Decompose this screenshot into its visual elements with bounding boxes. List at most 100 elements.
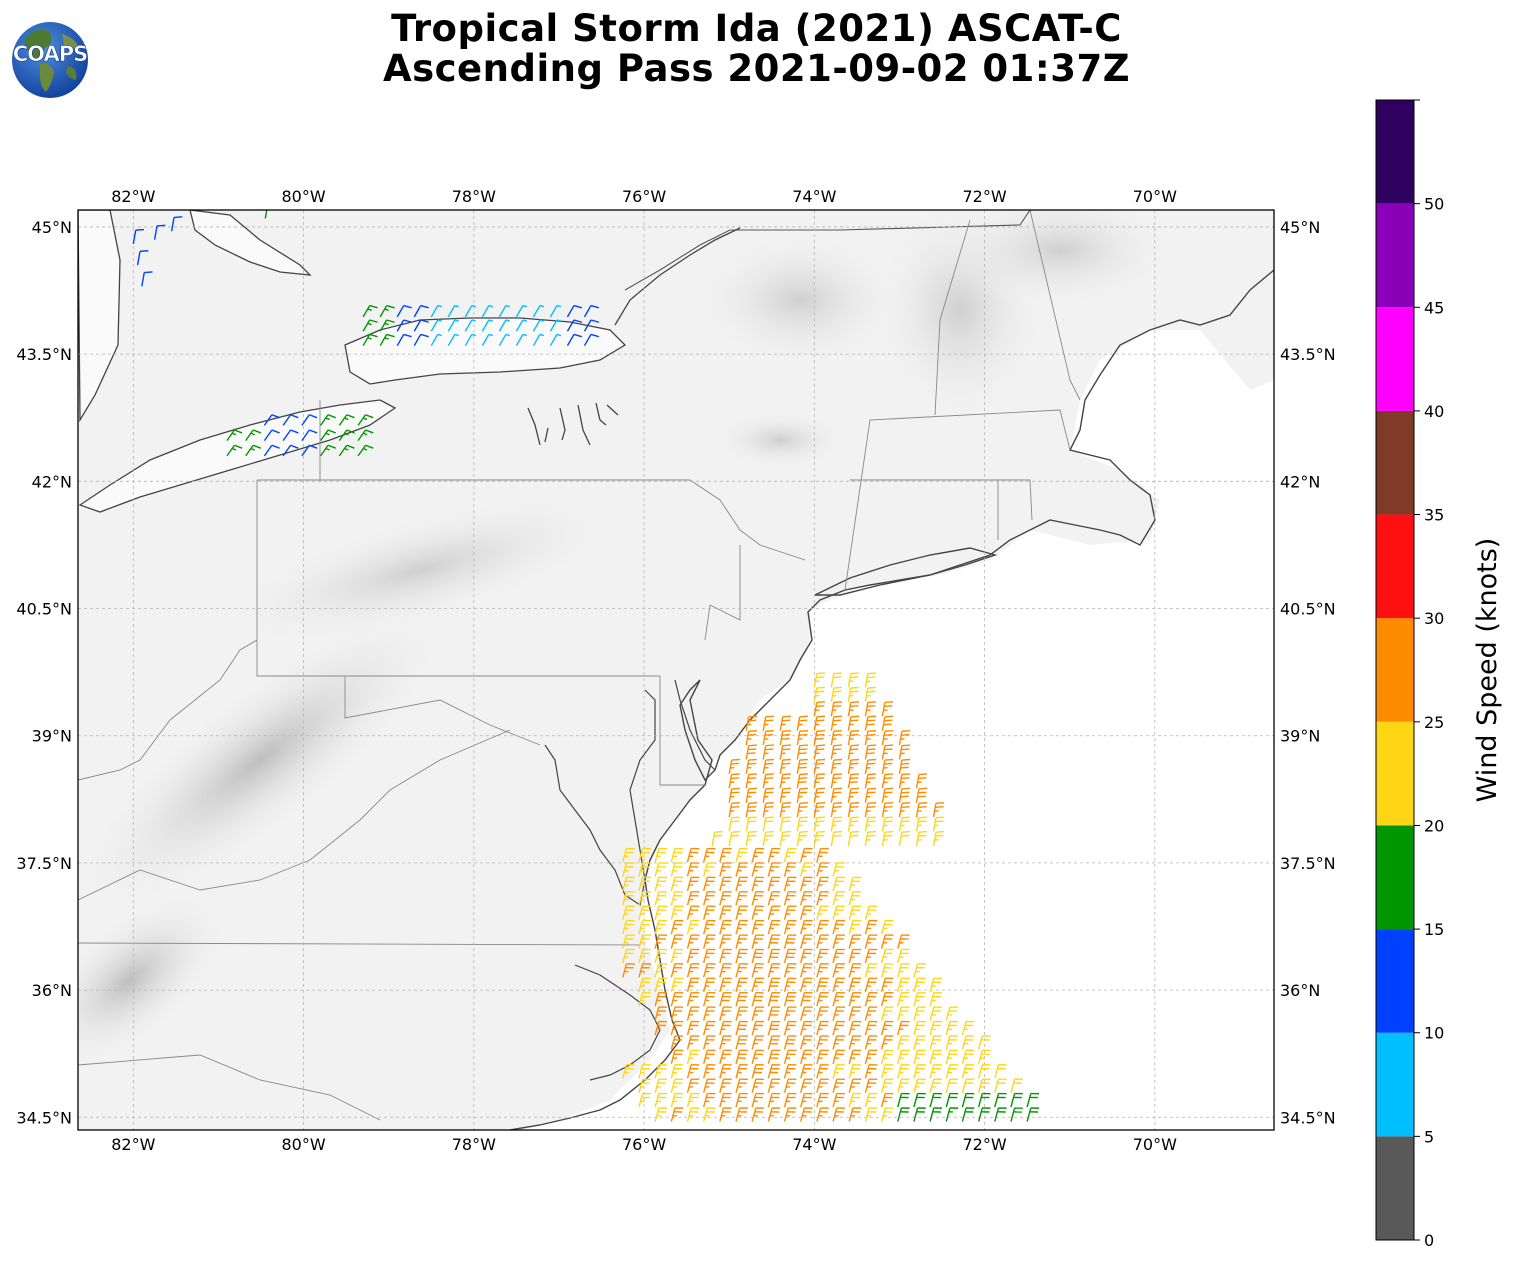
right-lat-tick-label: 36°N [1280, 981, 1320, 1000]
wind-barb [848, 1035, 862, 1050]
us-east-coastline [509, 269, 1274, 1130]
wind-barb [832, 1078, 845, 1093]
wind-barb [847, 672, 860, 688]
wind-barb [767, 1092, 781, 1108]
wind-barb [751, 1006, 765, 1021]
wind-barb [816, 1078, 829, 1093]
wind-barb [719, 905, 732, 920]
canada-us-border [624, 210, 1031, 291]
wind-barb [864, 758, 877, 774]
wind-barb [816, 1107, 829, 1122]
catskill-shading [710, 410, 850, 470]
wind-barb [913, 963, 926, 978]
colorbar-bin-35-40 [1376, 410, 1414, 515]
wind-barb [848, 1064, 862, 1079]
wind-barb [357, 414, 374, 426]
wind-barb [622, 934, 635, 949]
wind-barb [362, 333, 378, 347]
axis-tick-labels: 82°W 82°W 80°W 80°W 78°W 78°W 76°W 76°W 74°W 74°W… [16, 187, 1335, 1154]
wind-barb [481, 319, 493, 332]
pennsylvania-ridge-shading [207, 492, 633, 648]
wind-barb [800, 1064, 813, 1079]
wind-barb [897, 1035, 910, 1050]
lake-huron [78, 210, 121, 423]
wind-barb [638, 905, 651, 920]
wind-barb [654, 862, 668, 877]
wind-barb [847, 773, 860, 789]
wind-barb [898, 744, 911, 760]
wind-barb [638, 934, 651, 949]
colorbar-bin-10-15 [1376, 929, 1414, 1033]
wind-barb [379, 333, 395, 347]
wind-barb [751, 891, 765, 906]
wind-barb [961, 1035, 975, 1050]
wind-barb [779, 729, 791, 746]
wind-barb [864, 830, 877, 847]
wind-barb [670, 1064, 684, 1079]
wind-barb [767, 1078, 781, 1093]
wind-barb [864, 977, 878, 992]
wind-barb [800, 1092, 813, 1108]
wind-barb [686, 1078, 700, 1093]
wind-barb [864, 686, 877, 702]
wind-barb [847, 816, 860, 832]
wind-barb [848, 905, 862, 920]
wind-barb [913, 1064, 926, 1079]
wind-barb [813, 758, 826, 774]
wind-barb [362, 304, 378, 318]
wind-barb [813, 816, 826, 832]
wind-barb [832, 1006, 845, 1021]
wind-barb [961, 1064, 975, 1079]
wind-barb [136, 250, 149, 266]
wind-barb [728, 773, 740, 789]
left-lat-tick-label: 42°N [32, 472, 72, 491]
wind-barb [622, 891, 635, 906]
wind-barb [751, 905, 765, 920]
wind-barb [897, 948, 910, 964]
wind-barb [719, 891, 732, 906]
right-lat-tick-label: 42°N [1280, 472, 1320, 491]
wind-barb [549, 304, 562, 318]
wind-barb [654, 991, 668, 1007]
wind-barb [864, 787, 877, 803]
bottom-lon-tick-label: 76°W [622, 1135, 666, 1154]
wind-barb [357, 444, 374, 457]
wind-barb [783, 876, 797, 892]
wind-barb [783, 963, 797, 978]
wind-barb [735, 948, 748, 964]
right-lat-tick-label: 37.5°N [1280, 854, 1336, 873]
wind-barb [915, 830, 928, 847]
wind-barb [847, 715, 860, 731]
wind-barb [864, 1020, 878, 1036]
wind-barb [719, 1064, 732, 1079]
wind-barb [338, 429, 355, 442]
wind-barb [583, 333, 600, 347]
wind-barb [779, 744, 791, 760]
wind-barb [898, 758, 911, 774]
wind-barb [800, 891, 813, 906]
wind-barb [686, 905, 700, 920]
wind-barb [813, 701, 826, 717]
wind-barb [430, 333, 442, 347]
wind-barb [880, 1035, 894, 1050]
right-lat-tick-label: 39°N [1280, 727, 1320, 746]
wind-barb [816, 1020, 829, 1036]
wind-barb [767, 876, 781, 892]
wind-barb [670, 1006, 684, 1021]
wind-barb [848, 1006, 862, 1021]
wind-barb [728, 758, 740, 774]
wind-barb [719, 1078, 732, 1093]
top-lon-tick-label: 74°W [792, 187, 836, 206]
wind-barb [654, 948, 668, 964]
top-lon-tick-label: 78°W [452, 187, 496, 206]
wind-barb [783, 919, 797, 935]
wind-barb [816, 876, 829, 892]
wind-barb [932, 802, 945, 818]
wind-barb [816, 891, 829, 906]
wind-barb [813, 686, 826, 702]
wind-barb [897, 1020, 910, 1036]
wind-barb [686, 847, 700, 863]
wind-barb [413, 333, 429, 347]
wind-barb [767, 1049, 781, 1065]
wind-barb [745, 802, 757, 818]
